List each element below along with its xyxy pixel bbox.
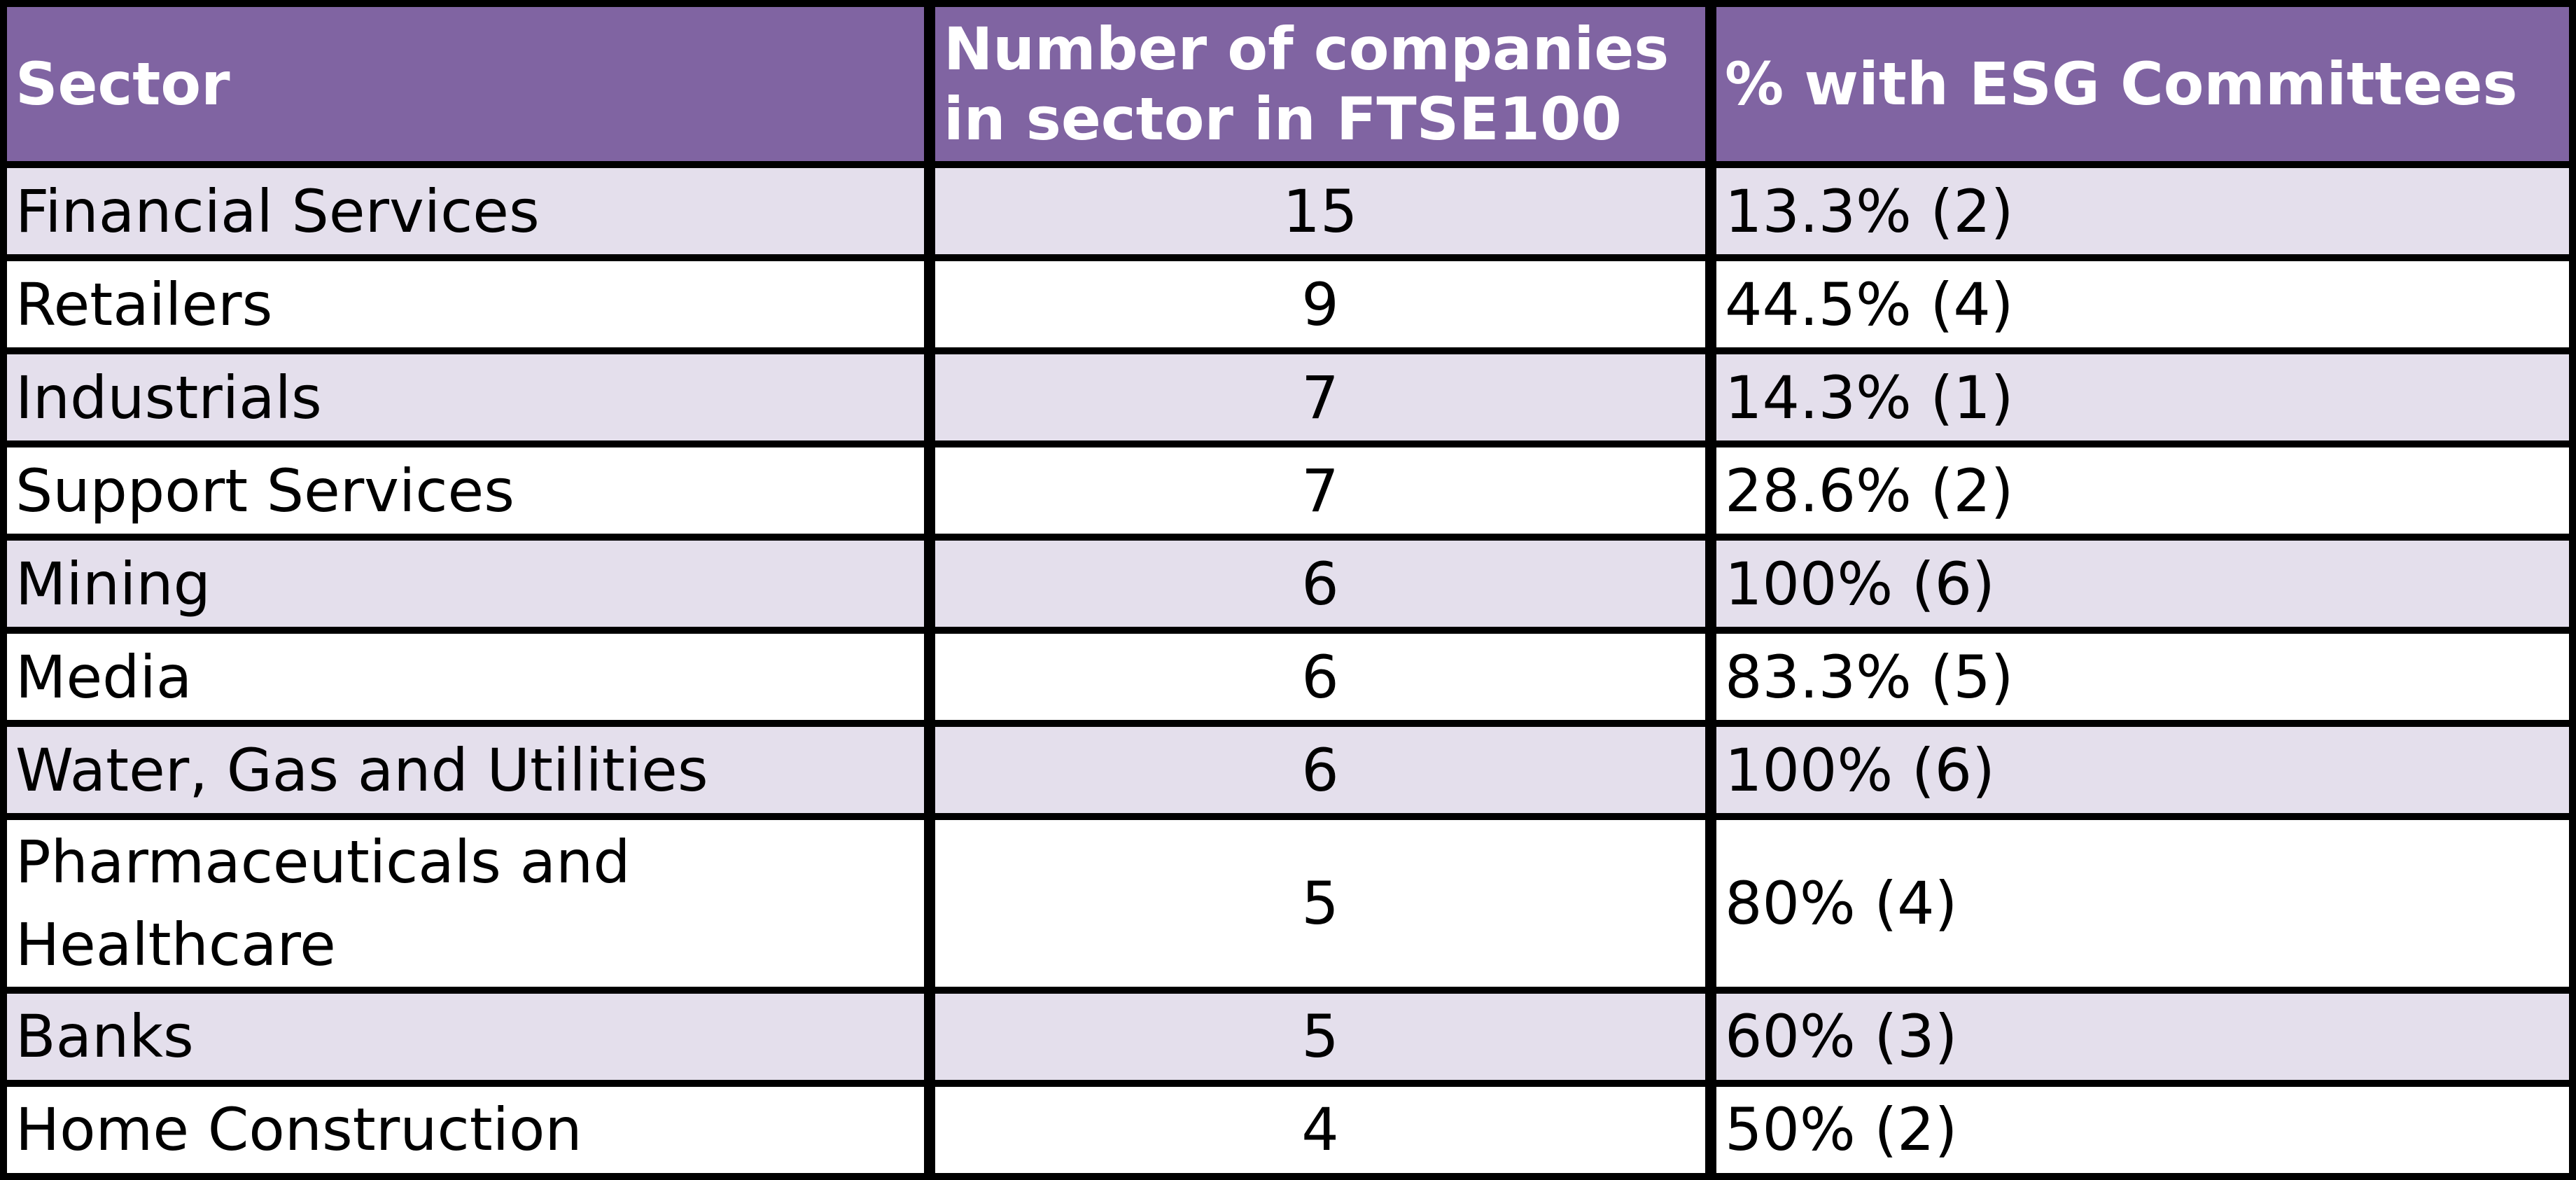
pct-cell: 44.5% (4): [1716, 261, 2569, 347]
sector-cell: Water, Gas and Utilities: [7, 727, 924, 813]
header-esg-percentage: % with ESG Committees: [1716, 7, 2569, 161]
pct-cell: 14.3% (1): [1716, 354, 2569, 440]
pct-cell: 60% (3): [1716, 993, 2569, 1080]
pct-cell: 28.6% (2): [1716, 447, 2569, 534]
sector-cell: Financial Services: [7, 168, 924, 254]
table-row: Water, Gas and Utilities 6 100% (6): [7, 727, 2569, 813]
table-row: Financial Services 15 13.3% (2): [7, 168, 2569, 254]
pct-cell: 80% (4): [1716, 820, 2569, 987]
table-row: Support Services 7 28.6% (2): [7, 447, 2569, 534]
table-row: Media 6 83.3% (5): [7, 634, 2569, 720]
pct-cell: 83.3% (5): [1716, 634, 2569, 720]
header-company-count: Number of companies in sector in FTSE100: [935, 7, 1705, 161]
table-row: Banks 5 60% (3): [7, 993, 2569, 1080]
sector-cell: Mining: [7, 541, 924, 627]
sector-cell: Home Construction: [7, 1086, 924, 1173]
sector-cell: Pharmaceuticals and Healthcare: [7, 820, 924, 987]
count-cell: 15: [935, 168, 1705, 254]
pct-cell: 100% (6): [1716, 727, 2569, 813]
table-row: Mining 6 100% (6): [7, 541, 2569, 627]
pct-cell: 50% (2): [1716, 1086, 2569, 1173]
sector-cell: Support Services: [7, 447, 924, 534]
table-row: Pharmaceuticals and Healthcare 5 80% (4): [7, 820, 2569, 987]
count-cell: 6: [935, 634, 1705, 720]
count-cell: 6: [935, 727, 1705, 813]
count-cell: 4: [935, 1086, 1705, 1173]
header-sector: Sector: [7, 7, 924, 161]
count-cell: 5: [935, 820, 1705, 987]
header-row: Sector Number of companies in sector in …: [7, 7, 2569, 161]
count-cell: 9: [935, 261, 1705, 347]
count-cell: 5: [935, 993, 1705, 1080]
table-row: Industrials 7 14.3% (1): [7, 354, 2569, 440]
sector-cell: Media: [7, 634, 924, 720]
pct-cell: 13.3% (2): [1716, 168, 2569, 254]
count-cell: 7: [935, 447, 1705, 534]
table-row: Retailers 9 44.5% (4): [7, 261, 2569, 347]
pct-cell: 100% (6): [1716, 541, 2569, 627]
sector-cell: Retailers: [7, 261, 924, 347]
sector-cell: Banks: [7, 993, 924, 1080]
count-cell: 6: [935, 541, 1705, 627]
sector-cell: Industrials: [7, 354, 924, 440]
table-row: Home Construction 4 50% (2): [7, 1086, 2569, 1173]
count-cell: 7: [935, 354, 1705, 440]
